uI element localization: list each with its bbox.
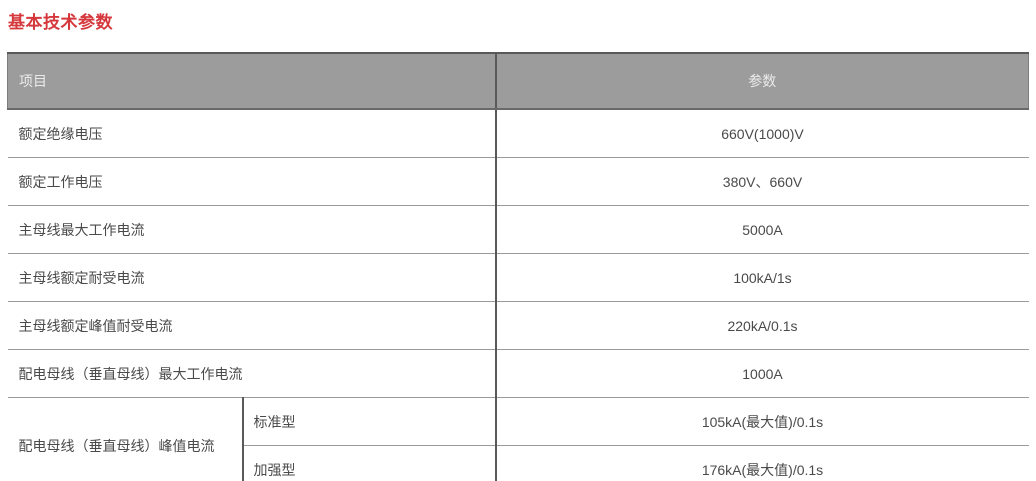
- row-label: 主母线最大工作电流: [7, 205, 496, 254]
- row-label: 配电母线（垂直母线）最大工作电流: [7, 349, 496, 398]
- row-value: 100kA/1s: [494, 253, 1029, 302]
- table-row: 配电母线（垂直母线）最大工作电流 1000A: [7, 349, 1029, 398]
- subtype-cell: 加强型: [241, 445, 496, 481]
- row-value: 380V、660V: [494, 157, 1029, 206]
- row-label: 额定工作电压: [7, 157, 496, 206]
- row-value: 5000A: [494, 205, 1029, 254]
- table-row: 额定工作电压 380V、660V: [7, 157, 1029, 206]
- spec-table: 项目 参数 额定绝缘电压 660V(1000)V 额定工作电压 380V、660…: [7, 52, 1029, 481]
- row-value: 660V(1000)V: [494, 109, 1029, 158]
- row-label: 额定绝缘电压: [7, 109, 496, 158]
- table-row-group-second: 加强型 176kA(最大值)/0.1s: [8, 445, 1029, 481]
- row-value: 220kA/0.1s: [494, 301, 1029, 350]
- row-value: 1000A: [494, 349, 1029, 398]
- subtype-cell: 标准型: [241, 397, 496, 446]
- table-row: 主母线额定峰值耐受电流 220kA/0.1s: [7, 301, 1029, 350]
- page-title: 基本技术参数: [8, 13, 113, 32]
- row-value: 105kA(最大值)/0.1s: [494, 397, 1029, 446]
- table-row-group-first: 配电母线（垂直母线）峰值电流 标准型 105kA(最大值)/0.1s: [7, 397, 1029, 481]
- row-label: 主母线额定耐受电流: [7, 253, 496, 302]
- row-value: 176kA(最大值)/0.1s: [494, 445, 1029, 481]
- column-header-item: 项目: [7, 52, 496, 110]
- column-header-param: 参数: [494, 52, 1029, 110]
- group-label-cell: 配电母线（垂直母线）峰值电流: [7, 397, 243, 481]
- row-label: 主母线额定峰值耐受电流: [7, 301, 496, 350]
- table-row: 主母线额定耐受电流 100kA/1s: [7, 253, 1029, 302]
- table-header-row: 项目 参数: [7, 52, 1029, 110]
- table-row: 额定绝缘电压 660V(1000)V: [7, 109, 1029, 158]
- table-row: 主母线最大工作电流 5000A: [7, 205, 1029, 254]
